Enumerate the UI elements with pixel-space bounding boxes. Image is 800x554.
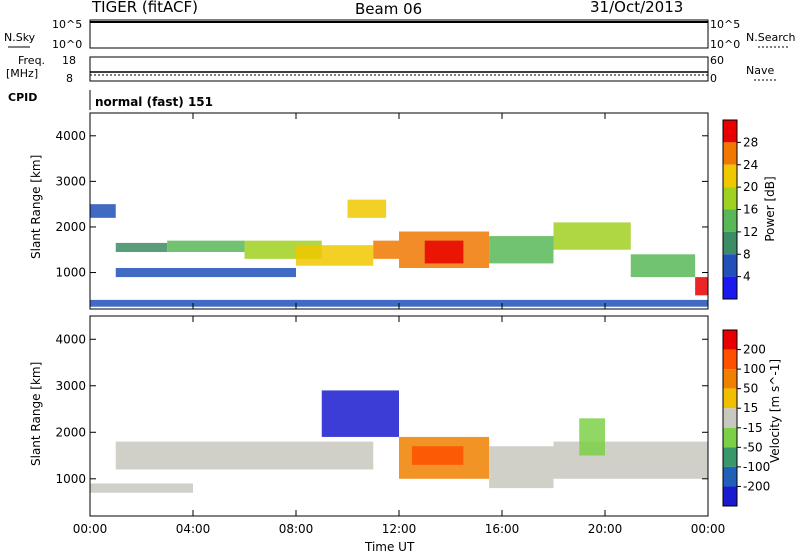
- velocity-colorbar-cell-3: [723, 388, 737, 409]
- power-colorbar-label: Power [dB]: [763, 176, 777, 242]
- power-ytick-label-1: 2000: [55, 220, 86, 234]
- velocity-cbtick-label-0: 200: [743, 343, 766, 357]
- velocity-ylabel: Slant Range [km]: [29, 361, 43, 466]
- x-axis-label: Time UT: [365, 540, 415, 554]
- velocity-colorbar-cell-6: [723, 447, 737, 467]
- velocity-colorbar-cell-7: [723, 466, 737, 487]
- power-band-4: [296, 245, 374, 266]
- nsearch-label: N.Search: [746, 31, 796, 44]
- power-cbtick-label-2: 12: [743, 225, 758, 239]
- power-ytick-label-0: 1000: [55, 266, 86, 280]
- velocity-colorbar-cell-1: [723, 349, 737, 370]
- velocity-ytick-label-0: 1000: [55, 472, 86, 486]
- velocity-band-7: [579, 418, 605, 456]
- freq-unit: [MHz]: [6, 67, 39, 80]
- x-tick-label-3: 12:00: [382, 522, 417, 536]
- power-ytick-label-3: 4000: [55, 129, 86, 143]
- power-band-6: [373, 240, 399, 259]
- nsearch-bottom-tick: 10^0: [710, 38, 741, 51]
- nave-label: Nave: [746, 64, 775, 77]
- power-colorbar-cell-0: [723, 120, 737, 143]
- power-colorbar-cell-1: [723, 142, 737, 165]
- nsky-top-tick: 10^5: [52, 18, 83, 31]
- nave-top-tick: 60: [710, 54, 724, 67]
- x-tick-label-1: 04:00: [176, 522, 211, 536]
- nsearch-top-tick: 10^5: [710, 18, 741, 31]
- velocity-cbtick-label-4: -15: [743, 421, 763, 435]
- velocity-band-4: [411, 446, 464, 465]
- velocity-colorbar-label: Velocity [m s^-1]: [768, 358, 782, 464]
- power-band-14: [115, 267, 296, 278]
- velocity-cbtick-label-7: -200: [743, 479, 770, 493]
- velocity-colorbar-cell-2: [723, 369, 737, 389]
- date-label: 31/Oct/2013: [590, 0, 684, 16]
- nsky-panel: [89, 19, 709, 49]
- velocity-colorbar-cell-4: [723, 408, 737, 428]
- power-ylabel: Slant Range [km]: [29, 154, 43, 259]
- power-band-12: [695, 277, 708, 296]
- power-band-10: [553, 222, 631, 250]
- power-cbtick-label-6: 28: [743, 135, 758, 149]
- freq-panel: [89, 56, 709, 82]
- power-cbtick-label-0: 4: [743, 270, 751, 284]
- power-band-1: [115, 242, 168, 253]
- velocity-ytick-label-3: 4000: [55, 332, 86, 346]
- power-ytick-label-2: 3000: [55, 174, 86, 188]
- power-frame: [89, 112, 709, 310]
- velocity-cbtick-label-2: 50: [743, 382, 758, 396]
- power-colorbar-cell-4: [723, 209, 737, 232]
- nsky-bottom-tick: 10^0: [52, 38, 83, 51]
- velocity-ytick-label-2: 3000: [55, 379, 86, 393]
- velocity-ytick-label-1: 2000: [55, 425, 86, 439]
- cpid-label: CPID: [8, 91, 38, 104]
- power-colorbar-cell-3: [723, 187, 737, 210]
- power-cbtick-label-3: 16: [743, 203, 758, 217]
- freq-bottom-tick: 8: [66, 72, 73, 85]
- velocity-cbtick-label-3: 15: [743, 401, 758, 415]
- power-band-11: [630, 254, 696, 278]
- x-tick-label-4: 16:00: [485, 522, 520, 536]
- power-colorbar-cell-7: [723, 276, 737, 299]
- power-colorbar-cell-6: [723, 254, 737, 277]
- power-colorbar-cell-5: [723, 231, 737, 255]
- velocity-cbtick-label-1: 100: [743, 362, 766, 376]
- power-band-9: [489, 236, 554, 264]
- power-band-8: [424, 240, 464, 264]
- power-colorbar-cell-2: [723, 164, 737, 188]
- power-cbtick-label-4: 20: [743, 180, 758, 194]
- velocity-band-0: [115, 441, 374, 470]
- power-cbtick-label-5: 24: [743, 158, 758, 172]
- velocity-cbtick-label-5: -50: [743, 440, 763, 454]
- power-cbtick-label-1: 8: [743, 247, 751, 261]
- velocity-colorbar-frame: [722, 329, 738, 507]
- radar-title: TIGER (fitACF): [92, 0, 199, 16]
- x-tick-label-5: 20:00: [588, 522, 623, 536]
- velocity-band-2: [321, 390, 399, 437]
- velocity-band-5: [489, 446, 554, 489]
- nave-bottom-tick: 0: [710, 72, 717, 85]
- velocity-colorbar-cell-8: [723, 486, 737, 506]
- nsky-label: N.Sky: [4, 31, 36, 44]
- x-tick-label-2: 08:00: [279, 522, 314, 536]
- x-tick-label-6: 00:00: [691, 522, 726, 536]
- velocity-colorbar-cell-5: [723, 427, 737, 448]
- velocity-band-1: [90, 483, 193, 493]
- cpid-value: normal (fast) 151: [95, 95, 213, 109]
- power-band-5: [347, 199, 387, 218]
- power-band-2: [167, 240, 245, 253]
- beam-label: Beam 06: [355, 0, 423, 18]
- x-tick-label-0: 00:00: [73, 522, 108, 536]
- velocity-colorbar-cell-0: [723, 330, 737, 350]
- power-band-0: [90, 204, 116, 218]
- velocity-cbtick-label-6: -100: [743, 460, 770, 474]
- freq-label: Freq.: [18, 54, 46, 67]
- freq-top-tick: 18: [62, 54, 76, 67]
- velocity-band-6: [553, 441, 708, 479]
